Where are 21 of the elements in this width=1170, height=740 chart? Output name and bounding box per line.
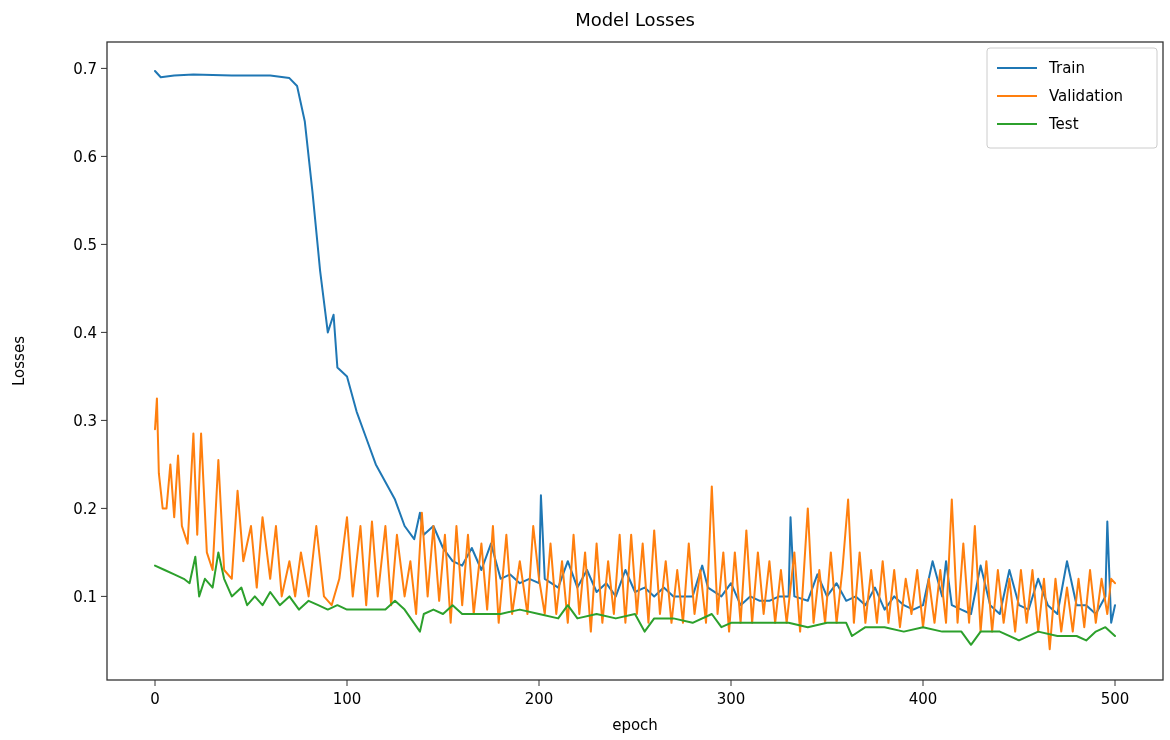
x-tick-label: 400 — [908, 690, 938, 708]
line-series — [154, 551, 1116, 646]
chart-title: Model Losses — [575, 9, 695, 30]
x-axis-title: epoch — [612, 716, 658, 734]
y-tick-label: 0.7 — [73, 59, 97, 78]
legend-label: Validation — [1049, 87, 1124, 106]
y-tick-label: 0.5 — [73, 235, 97, 254]
y-tick-label: 0.2 — [73, 499, 97, 518]
y-tick-label: 0.4 — [73, 323, 97, 342]
x-tick-label: 100 — [332, 690, 362, 708]
y-axis-title: Losses — [10, 335, 28, 386]
y-tick-label: 0.3 — [73, 411, 97, 430]
x-tick-label: 300 — [716, 690, 746, 708]
x-tick-label: 500 — [1100, 690, 1130, 708]
y-tick-label: 0.6 — [73, 147, 97, 166]
y-tick-label: 0.1 — [73, 587, 97, 606]
line-series — [154, 397, 1116, 651]
legend-label: Train — [1048, 59, 1085, 78]
x-tick-label: 0 — [150, 690, 160, 708]
legend-label: Test — [1048, 115, 1079, 134]
x-tick-label: 200 — [524, 690, 554, 708]
